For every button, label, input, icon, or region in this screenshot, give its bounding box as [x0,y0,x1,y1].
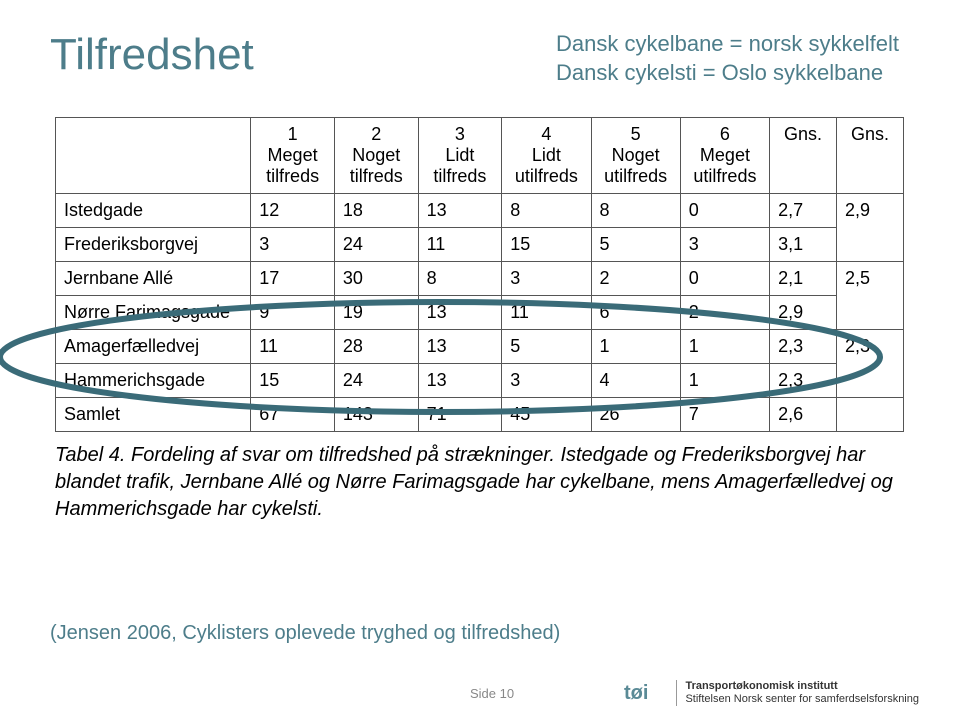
col-4: 4Lidt utilfreds [502,118,591,194]
header-note: Dansk cykelbane = norsk sykkelfelt Dansk… [556,30,899,87]
group-gns-3: 2,3 [837,330,904,398]
table-row: Nørre Farimagsgade 9 19 13 11 6 2 2,9 [56,296,904,330]
slide-footer: Side 10 tøi Transportøkonomisk institutt… [0,679,959,707]
note-line-1: Dansk cykelbane = norsk sykkelfelt [556,30,899,59]
toi-logo: tøi Transportøkonomisk institutt Stiftel… [624,679,919,707]
total-group-gns [837,398,904,432]
slide-header: Tilfredshet Dansk cykelbane = norsk sykk… [0,0,959,97]
col-1: 1Meget tilfreds [251,118,335,194]
row-name: Istedgade [56,194,251,228]
group-gns-1: 2,9 [837,194,904,262]
citation-text: (Jensen 2006, Cyklisters oplevede tryghe… [50,622,560,645]
table-row: Hammerichsgade 15 24 13 3 4 1 2,3 [56,364,904,398]
slide-title: Tilfredshet [50,30,254,80]
table-row: Amagerfælledvej 11 28 13 5 1 1 2,3 2,3 [56,330,904,364]
svg-text:tøi: tøi [624,682,648,704]
table-row: Frederiksborgvej 3 24 11 15 5 3 3,1 [56,228,904,262]
table-row-total: Samlet 67 143 71 45 26 7 2,6 [56,398,904,432]
table-caption: Tabel 4. Fordeling af svar om tilfredshe… [0,432,959,523]
page-number: Side 10 [470,686,514,701]
table-header-row: 1Meget tilfreds 2Noget tilfreds 3Lidt ti… [56,118,904,194]
group-gns-2: 2,5 [837,262,904,330]
table-row: Istedgade 12 18 13 8 8 0 2,7 2,9 [56,194,904,228]
col-2: 2Noget tilfreds [334,118,418,194]
header-empty [56,118,251,194]
toi-logo-icon: tøi [624,679,668,707]
col-gns: Gns. [770,118,837,194]
table-row: Jernbane Allé 17 30 8 3 2 0 2,1 2,5 [56,262,904,296]
table-container: 1Meget tilfreds 2Noget tilfreds 3Lidt ti… [0,97,959,432]
satisfaction-table: 1Meget tilfreds 2Noget tilfreds 3Lidt ti… [55,117,904,432]
logo-text: Transportøkonomisk institutt Stiftelsen … [685,680,919,706]
col-gns2: Gns. [837,118,904,194]
note-line-2: Dansk cykelsti = Oslo sykkelbane [556,59,899,88]
col-5: 5Noget utilfreds [591,118,680,194]
col-6: 6Meget utilfreds [680,118,769,194]
col-3: 3Lidt tilfreds [418,118,502,194]
